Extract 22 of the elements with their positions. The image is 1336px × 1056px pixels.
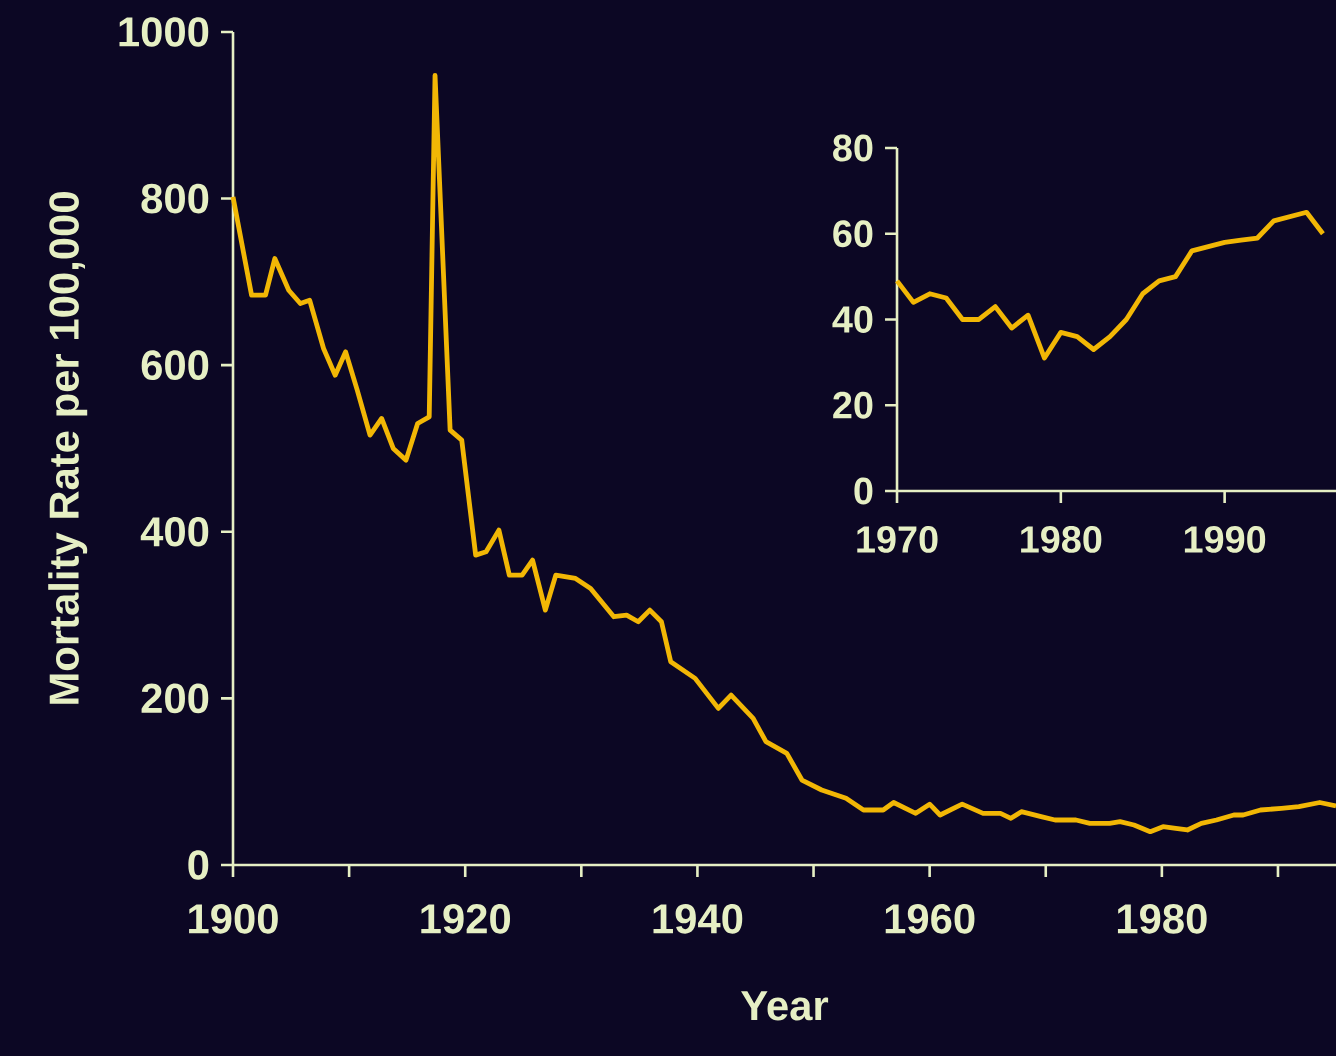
y-tick-label: 600 (141, 350, 209, 380)
y-tick-label: 0 (188, 850, 209, 880)
x-tick-label: 1980 (1021, 526, 1102, 553)
x-tick-label: 1990 (1184, 526, 1266, 553)
y-tick-label: 0 (854, 477, 873, 505)
x-axis-title: Year (741, 991, 829, 1021)
x-tick-label: 1900 (189, 904, 278, 934)
y-tick-label: 1000 (119, 17, 209, 47)
y-tick-label: 40 (832, 306, 873, 333)
y-tick-label: 60 (833, 220, 873, 248)
y-tick-label: 200 (141, 683, 209, 714)
x-tick-label: 1980 (1117, 904, 1207, 934)
y-tick-label: 20 (833, 391, 873, 419)
y-tick-label: 400 (140, 516, 209, 547)
y-axis-title: Mortality Rate per 100,000 (48, 192, 88, 704)
x-tick-label: 1970 (857, 526, 938, 553)
x-tick-label: 1960 (885, 904, 975, 934)
y-tick-label: 800 (141, 183, 209, 214)
line-series (230, 72, 1336, 835)
y-tick-label: 80 (833, 134, 873, 162)
x-tick-label: 1940 (653, 904, 743, 934)
x-tick-label: 1920 (421, 904, 511, 934)
